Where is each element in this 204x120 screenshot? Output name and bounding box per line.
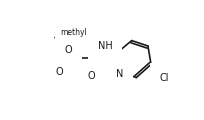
Text: N: N: [116, 69, 124, 79]
Text: O: O: [64, 45, 72, 55]
Text: O: O: [56, 67, 63, 77]
Text: Cl: Cl: [160, 72, 169, 83]
Text: methyl: methyl: [60, 28, 87, 37]
Text: NH: NH: [98, 41, 113, 51]
Text: O: O: [88, 71, 95, 81]
